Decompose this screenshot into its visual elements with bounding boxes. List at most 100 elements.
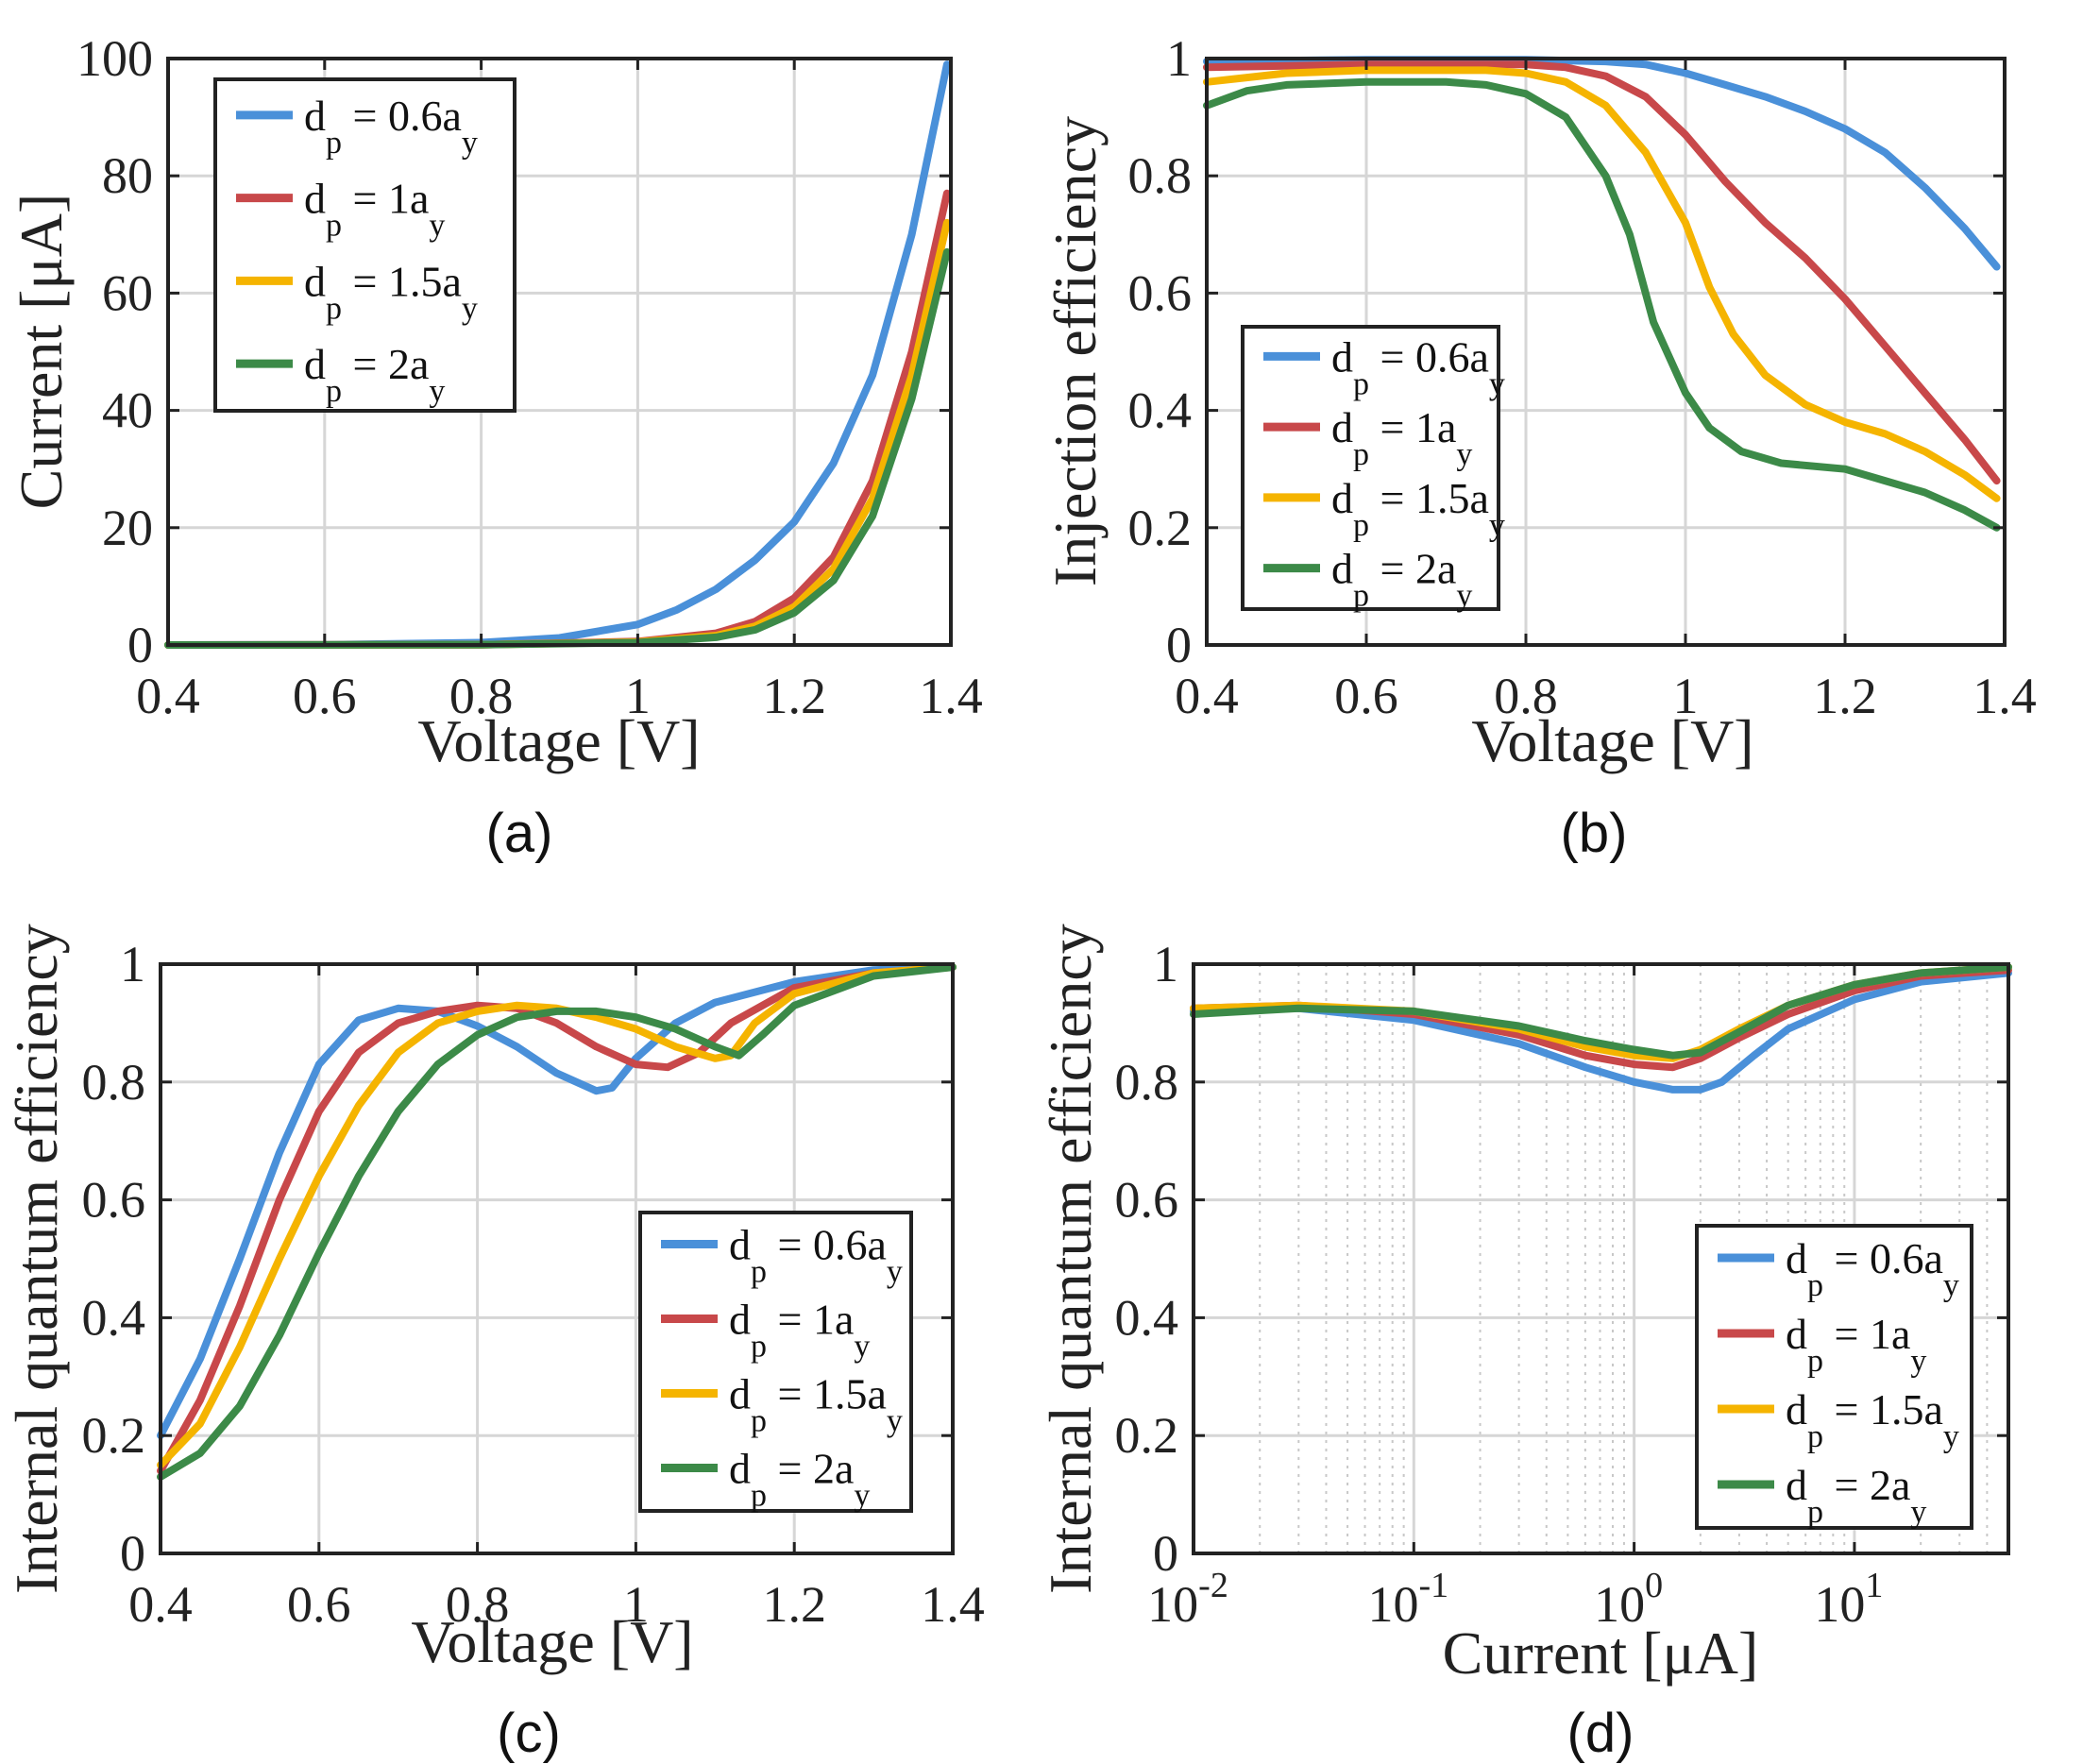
y-tick-label: 60: [102, 264, 153, 321]
x-tick-label: 1.2: [762, 668, 826, 724]
y-tick-label: 0.2: [82, 1407, 146, 1464]
x-tick-label: 0.6: [293, 668, 357, 724]
legend-entry: dp = 1.5ay: [304, 257, 478, 326]
x-tick-label: 0.6: [287, 1576, 351, 1633]
panel-label: (b): [1561, 803, 1628, 864]
x-tick-label: 0.4: [128, 1576, 193, 1633]
legend-entry: dp = 1ay: [304, 175, 445, 244]
y-tick-label: 0.8: [1128, 147, 1193, 204]
y-tick-label: 0: [127, 617, 153, 673]
x-tick-label: 101: [1814, 1566, 1883, 1633]
axes-box: [159, 962, 955, 1555]
panel-label: (c): [497, 1703, 561, 1764]
series-line-yellow: [1203, 66, 2001, 502]
y-tick-label: 1: [120, 936, 145, 992]
x-tick-label: 1.2: [762, 1576, 826, 1633]
series-line-green: [1203, 77, 2001, 532]
y-tick-label: 0.6: [1115, 1172, 1179, 1229]
legend-entry: dp = 0.6ay: [304, 92, 478, 161]
x-tick-label: 0.4: [136, 668, 200, 724]
legend-entry: dp = 1.5ay: [1331, 474, 1505, 543]
axes-box: [166, 57, 953, 647]
legend-entry: dp = 0.6ay: [729, 1221, 903, 1290]
y-axis-label: Internal quantum efficiency: [1037, 924, 1104, 1594]
legend-entry: dp = 0.6ay: [1331, 332, 1505, 401]
legend-entry: dp = 2ay: [1786, 1461, 1926, 1530]
x-tick-label: 1.4: [921, 1576, 985, 1633]
series-line-green: [1190, 963, 2012, 1060]
y-tick-label: 0: [120, 1525, 145, 1582]
legend-entry: dp = 1.5ay: [1786, 1385, 1959, 1454]
legend-entry: dp = 2ay: [729, 1445, 870, 1514]
x-tick-label: 0.8: [1494, 668, 1558, 724]
legend-entry: dp = 1ay: [729, 1296, 870, 1365]
x-tick-label: 1.4: [919, 668, 983, 724]
x-axis-label: Current [μA]: [1443, 1620, 1759, 1687]
x-tick-label: 1.2: [1813, 668, 1877, 724]
legend-entry: dp = 0.6ay: [1786, 1234, 1959, 1303]
y-tick-label: 0.2: [1128, 500, 1193, 556]
legend-entry: dp = 1.5ay: [729, 1370, 903, 1439]
y-tick-label: 0.4: [82, 1289, 146, 1346]
panel-label: (d): [1567, 1703, 1634, 1764]
y-tick-label: 0.2: [1115, 1407, 1179, 1464]
chart-panel-4: 10-2 10-1 100 101 0 0.2 0.4 0.6 0.8 1 Current [μA]…: [1037, 924, 2012, 1764]
x-axis-label: Voltage [V]: [411, 1608, 693, 1675]
y-tick-label: 100: [76, 30, 153, 87]
y-axis-label: Injection efficiency: [1042, 116, 1109, 586]
y-tick-label: 1: [1153, 936, 1178, 992]
series-line-blue: [1190, 969, 2012, 1094]
y-tick-label: 0.4: [1115, 1289, 1179, 1346]
chart-panel-1: 0.4 0.6 0.8 1 1.2 1.4 0 20 40 60 80 100 Voltage [V] C…: [8, 30, 983, 864]
y-axis-label: Current [μA]: [8, 194, 75, 510]
y-tick-label: 0: [1166, 617, 1192, 673]
y-tick-label: 0.8: [82, 1054, 146, 1111]
legend-box: [1695, 1224, 1973, 1530]
legend-entry: dp = 2ay: [1331, 545, 1472, 614]
series-line-yellow: [157, 963, 957, 1469]
legend-entry: dp = 1ay: [1331, 403, 1472, 472]
y-tick-label: 40: [102, 382, 153, 439]
y-tick-label: 0.6: [1128, 264, 1193, 321]
series-line-blue: [1203, 56, 2001, 271]
legend-entry: dp = 1ay: [1786, 1310, 1926, 1379]
y-tick-label: 1: [1166, 30, 1192, 87]
legend-box: [638, 1211, 913, 1513]
legend: dp = 0.6ay dp = 1ay dp = 1.5ay dp = 2ay: [213, 77, 517, 413]
x-tick-label: 1: [623, 1576, 649, 1633]
x-tick-label: 0.4: [1175, 668, 1239, 724]
x-axis-label: Voltage [V]: [417, 707, 700, 774]
panel-label: (a): [486, 803, 553, 864]
x-tick-label: 0.6: [1334, 668, 1398, 724]
legend-entry: dp = 2ay: [304, 340, 445, 409]
x-tick-label: 10-2: [1147, 1566, 1228, 1633]
x-tick-label: 1: [1673, 668, 1699, 724]
y-tick-label: 0.4: [1128, 382, 1193, 439]
axes-box: [1192, 962, 2010, 1555]
y-tick-label: 0: [1153, 1525, 1178, 1582]
series-line-green: [157, 963, 957, 1481]
legend-box: [213, 77, 517, 413]
series-line-blue: [157, 963, 957, 1440]
x-axis-label: Voltage [V]: [1471, 707, 1753, 774]
y-axis-label: Internal quantum efficiency: [3, 924, 70, 1594]
series-line-red: [1203, 60, 2001, 485]
x-tick-label: 1: [625, 668, 651, 724]
y-tick-label: 80: [102, 147, 153, 204]
x-tick-label: 0.8: [449, 668, 514, 724]
x-tick-label: 1.4: [1973, 668, 2037, 724]
x-tick-label: 100: [1594, 1566, 1663, 1633]
legend-box: [1241, 325, 1500, 611]
x-tick-label: 0.8: [446, 1576, 510, 1633]
y-tick-label: 0.6: [82, 1172, 146, 1229]
y-tick-label: 0.8: [1115, 1054, 1179, 1111]
y-tick-label: 20: [102, 500, 153, 556]
x-tick-label: 10-1: [1367, 1566, 1448, 1633]
axes-box: [1205, 57, 2007, 647]
